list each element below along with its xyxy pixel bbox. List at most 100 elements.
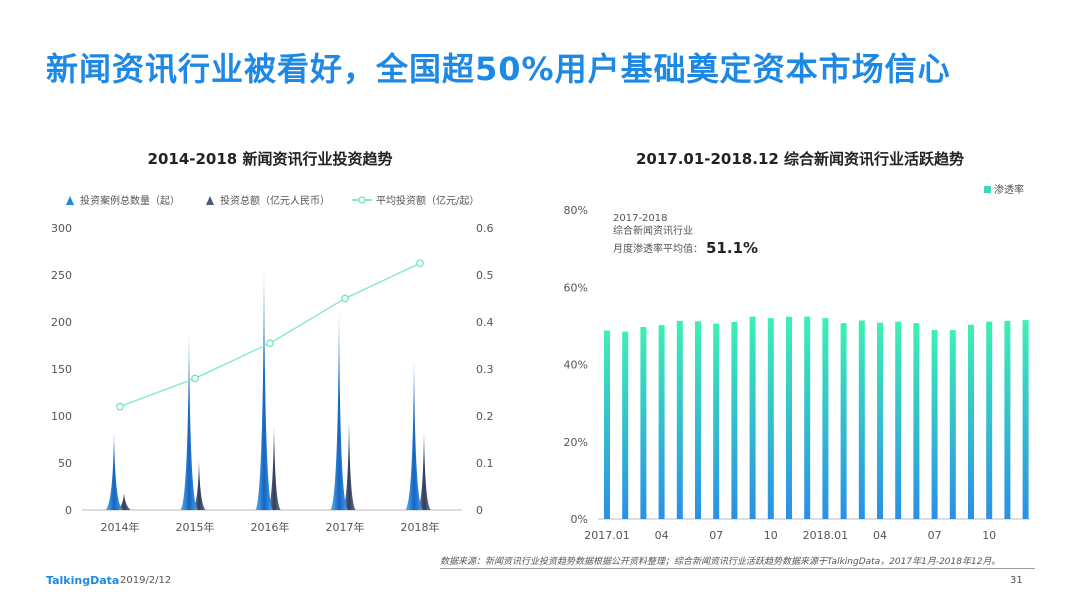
penetration-bar [804,316,811,519]
activity-y-tick-label: 80% [564,204,588,217]
page-number: 31 [1010,575,1023,586]
activity-x-tick-label: 07 [928,529,942,542]
penetration-bar [658,325,665,519]
amount-spike [192,461,206,510]
avg-point [341,294,349,303]
legend-amount-label: 投资总额（亿元人民币） [220,194,330,207]
activity-x-tick-label: 2017.01 [584,529,630,542]
left-y-tick-label: 50 [58,457,72,470]
penetration-bar [913,323,920,519]
cases-spike [405,359,423,510]
right-y-tick-label: 0 [476,504,483,517]
left-y-tick-label: 250 [51,269,72,282]
penetration-bar [604,330,610,519]
left-y-tick-label: 100 [51,410,72,423]
annotation-average-value: 51.1% [706,239,758,257]
right-y-tick-label: 0.4 [476,316,494,329]
cases-spike [105,431,123,510]
avg-point [266,339,274,347]
cases-series [105,270,423,510]
amount-spike [267,425,281,510]
left-y-tick-label: 0 [65,504,72,517]
penetration-bar [822,318,829,519]
cases-spike [180,333,198,510]
investment-legend: 投资案例总数量（起） 投资总额（亿元人民币） 平均投资额（亿元/起） [66,194,479,207]
x-tick-label: 2015年 [176,520,215,534]
annotation-line1: 2017-2018 [613,213,668,224]
x-tick-label: 2018年 [401,520,440,534]
penetration-bar [858,320,865,519]
activity-y-tick-label: 0% [571,513,588,526]
amount-spike [342,420,356,510]
legend-avg-label: 平均投资额（亿元/起） [376,194,479,207]
activity-x-tick-label: 10 [764,529,778,542]
activity-y-tick-label: 40% [564,359,588,372]
penetration-bar [877,322,883,519]
activity-x-tick-label: 2018.01 [803,529,849,542]
penetration-bar [749,316,756,519]
investment-right-axis: 0 0.1 0.2 0.3 0.4 0.5 0.6 [476,222,494,517]
investment-x-axis: 2014年 2015年 2016年 2017年 2018年 [101,520,440,534]
footer-divider [440,568,1035,569]
brand-logo: TalkingData [46,574,120,587]
avg-series [116,259,424,411]
amount-spike [417,431,431,510]
investment-chart-title: 2014-2018 新闻资讯行业投资趋势 [147,150,393,168]
amount-spike [117,493,131,510]
avg-line-path [119,262,421,408]
penetration-bar [676,320,683,519]
penetration-bar [949,330,956,519]
left-y-tick-label: 300 [51,222,72,235]
x-tick-label: 2014年 [101,520,140,534]
left-y-tick-label: 150 [51,363,72,376]
amount-series [117,420,431,510]
page-title: 新闻资讯行业被看好，全国超50%用户基础奠定资本市场信心 [46,50,951,88]
activity-x-tick-label: 04 [873,529,887,542]
penetration-bar [986,321,993,519]
activity-x-tick-label: 07 [709,529,723,542]
penetration-bar [1004,320,1011,519]
cases-spike [330,312,348,510]
legend-penetration-swatch [984,186,991,193]
penetration-bar [622,331,629,519]
penetration-bar [1022,320,1029,519]
right-y-tick-label: 0.3 [476,363,494,376]
penetration-bars [604,316,1029,519]
legend-cases-swatch [66,196,74,205]
cases-spike [255,270,273,510]
annotation-line3-label: 月度渗透率平均值： [613,242,703,255]
activity-y-tick-label: 60% [564,281,588,294]
activity-y-axis: 0% 20% 40% 60% 80% [564,204,1030,526]
legend-avg-marker [358,196,366,204]
left-y-tick-label: 200 [51,316,72,329]
penetration-bar [731,322,738,519]
penetration-bar [640,327,647,519]
penetration-bar [786,316,792,519]
activity-annotation: 2017-2018 综合新闻资讯行业 月度渗透率平均值： 51.1% [613,213,758,257]
activity-legend: 渗透率 [984,183,1024,196]
right-y-tick-label: 0.6 [476,222,494,235]
source-note: 数据来源：新闻资讯行业投资趋势数据根据公开资料整理；综合新闻资讯行业活跃趋势数据… [440,557,1001,567]
avg-point [116,402,124,411]
avg-point [416,259,424,268]
right-y-tick-label: 0.2 [476,410,494,423]
legend-amount-swatch [206,196,214,205]
penetration-bar [713,323,720,519]
footer-date: 2019/2/12 [120,575,172,586]
activity-x-axis: 2017.01 04 07 10 2018.01 04 07 10 [584,529,996,542]
legend-penetration-label: 渗透率 [994,183,1024,196]
annotation-line2: 综合新闻资讯行业 [613,224,693,237]
penetration-bar [931,330,938,519]
penetration-bar [767,318,774,519]
penetration-bar [840,323,847,519]
penetration-bar [968,324,974,519]
right-y-tick-label: 0.1 [476,457,494,470]
legend-cases-label: 投资案例总数量（起） [80,194,180,207]
activity-y-tick-label: 20% [564,436,588,449]
x-tick-label: 2017年 [326,520,365,534]
avg-point [191,374,199,383]
activity-x-tick-label: 04 [655,529,669,542]
right-y-tick-label: 0.5 [476,269,494,282]
x-tick-label: 2016年 [251,520,290,534]
